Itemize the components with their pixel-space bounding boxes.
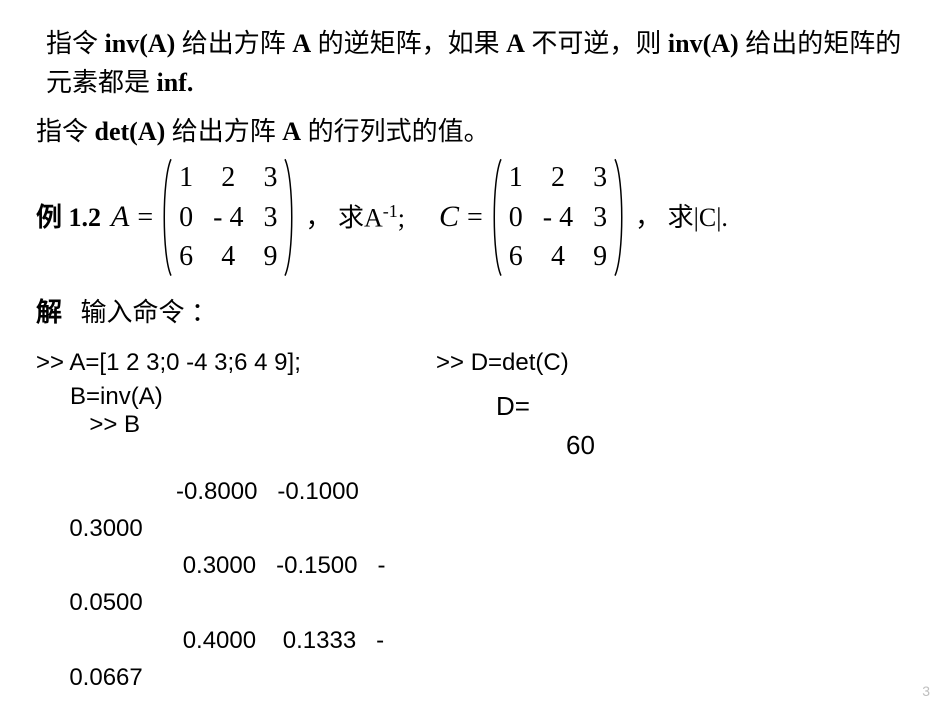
matrix-cell: 9 [263,240,277,274]
d-label: D= [496,391,836,422]
matrix-name-A: A [282,117,301,146]
matrix-A: 123 0 - 4 3 649 [159,157,297,278]
matrix-cell: - 4 [213,201,243,235]
command-line-1: >> A=[1 2 3;0 -4 3;6 4 9]; [36,349,416,377]
matrix-cell: 3 [263,161,277,195]
output-matrix: -0.8000 -0.1000 0.3000 0.3000 -0.1500 - … [56,473,416,696]
text: 的逆矩阵，如果 [311,29,506,58]
matrix-cell: 0 [179,201,193,235]
d-result-block: D= 60 [436,391,836,461]
var-C: C [439,199,459,235]
output-row: 0.3000 -0.1500 - [56,547,416,584]
matrix-cell: 2 [213,161,243,195]
matrix-cell: 3 [593,201,607,235]
text: . [721,203,728,232]
left-paren-icon [159,157,173,278]
equals-sign: = [467,201,483,235]
text: 给出方阵 [165,117,282,146]
paragraph-1: 指令 inv(A) 给出方阵 A 的逆矩阵，如果 A 不可逆，则 inv(A) … [36,24,914,102]
output-row: 0.0667 [56,659,416,696]
text: 的行列式的值。 [301,117,490,146]
code-inv: inv(A) [105,29,176,58]
matrix-cell: - 4 [543,201,573,235]
text: 不可逆，则 [525,29,668,58]
text: 指令 [46,29,105,58]
var-A: A [111,199,129,235]
page-number: 3 [922,683,930,699]
superscript: -1 [383,201,398,221]
code-inv: inv(A) [668,29,739,58]
matrix-cell: 3 [263,201,277,235]
cmd2-part2: B=inv(A) [70,383,163,411]
code-det: det(A) [95,117,166,146]
matrix-cell: 6 [179,240,193,274]
solution-label: 解 [36,298,62,327]
text-after-C: ， 求|C|. [635,202,728,233]
matrix-A-body: 123 0 - 4 3 649 [173,157,283,278]
right-paren-icon [283,157,297,278]
equals-sign: = [137,201,153,235]
matrix-name-A: A [506,29,525,58]
matrix-cell: 1 [179,161,193,195]
text: ; [398,204,405,233]
inf-text: inf. [157,68,194,97]
output-row: -0.8000 -0.1000 [56,473,416,510]
text: ， 求 [635,203,694,232]
text: ， 求A [305,204,382,233]
matrix-C: 123 0 - 4 3 649 [489,157,627,278]
output-row: 0.4000 0.1333 - [56,622,416,659]
d-value: 60 [566,430,836,461]
command-line-2: >> BB=inv(A) [36,383,416,467]
solution-text: 输入命令 ： [81,298,218,327]
command-line-3: >> D=det(C) [436,349,836,377]
matrix-name-A: A [292,29,311,58]
matrix-C-body: 123 0 - 4 3 649 [503,157,613,278]
cmd2-part1: >> B [89,411,140,438]
text: 给出方阵 [175,29,292,58]
matrix-cell: 0 [509,201,523,235]
matrix-cell: 9 [593,240,607,274]
matrix-cell: 6 [509,240,523,274]
output-row: 0.0500 [56,584,416,621]
left-paren-icon [489,157,503,278]
matrix-cell: 2 [543,161,573,195]
paragraph-2: 指令 det(A) 给出方阵 A 的行列式的值。 [36,112,914,151]
matrix-cell: 4 [543,240,573,274]
command-block: >> A=[1 2 3;0 -4 3;6 4 9]; >> BB=inv(A) … [36,343,914,696]
right-paren-icon [613,157,627,278]
matrix-cell: 1 [509,161,523,195]
command-right-column: >> D=det(C) D= 60 [436,343,836,461]
text: 指令 [36,117,95,146]
example-label: 例 1.2 [36,202,101,233]
text-after-A: ， 求A-1; [305,201,405,234]
solution-line: 解 输入命令 ： [36,292,914,329]
example-row: 例 1.2 A = 1230- 43649 ， 求A-1; C = 1230- … [36,157,914,278]
matrix-cell: 4 [213,240,243,274]
slide-page: 指令 inv(A) 给出方阵 A 的逆矩阵，如果 A 不可逆，则 inv(A) … [0,0,950,713]
output-row: 0.3000 [56,510,416,547]
var-C-det: C [699,203,716,232]
matrix-cell: 3 [593,161,607,195]
command-left-column: >> A=[1 2 3;0 -4 3;6 4 9]; >> BB=inv(A) … [36,343,416,696]
